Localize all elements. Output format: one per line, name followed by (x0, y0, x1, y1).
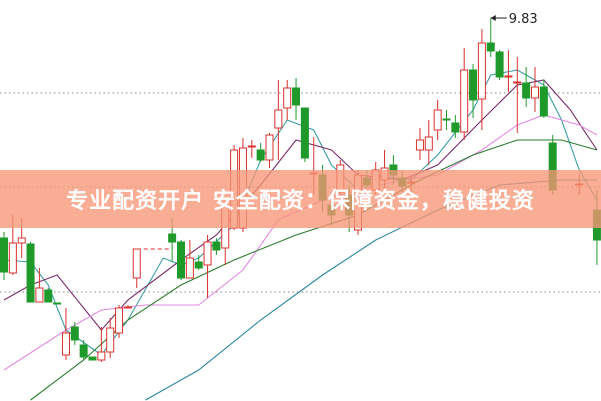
candle-body (424, 136, 433, 151)
candle (185, 240, 194, 279)
candle-body (495, 51, 504, 78)
candle-body (35, 287, 44, 303)
candle-body (513, 81, 522, 84)
moving-average-lines (3, 69, 598, 401)
candle (415, 128, 424, 160)
candle (539, 80, 548, 118)
candle (88, 356, 97, 361)
candle (26, 242, 35, 303)
candle (274, 80, 283, 160)
candle (504, 50, 513, 92)
candle-body (132, 248, 141, 279)
candle-body (522, 82, 531, 99)
candle-body (486, 42, 495, 52)
candle (256, 143, 265, 162)
candle-body (70, 326, 79, 341)
candle-body (0, 237, 8, 273)
candle (123, 305, 132, 309)
candle-body (504, 75, 513, 78)
candle (300, 107, 309, 162)
candle (194, 255, 203, 270)
candle (531, 67, 539, 112)
candle-body (17, 237, 26, 244)
candle (203, 235, 212, 298)
candle-body (477, 42, 486, 100)
candle (132, 248, 141, 288)
candle-body (168, 233, 177, 243)
candle (177, 240, 185, 280)
candle-body (212, 241, 221, 251)
candle (460, 48, 469, 140)
candle-body (451, 122, 460, 133)
candle (469, 64, 478, 118)
candle-body (469, 69, 478, 101)
candle-body (44, 289, 53, 303)
candle-body (415, 139, 424, 151)
candle-body (265, 134, 274, 161)
candle (35, 268, 44, 303)
candle (247, 140, 256, 158)
candle-body (106, 327, 115, 353)
high-annotation: 9.83 (490, 12, 538, 27)
candle-body (247, 145, 256, 148)
candle-body (185, 257, 194, 279)
candle-body (61, 332, 70, 356)
candle-body (8, 242, 17, 274)
candle (44, 288, 53, 303)
candle (424, 120, 433, 165)
candle (79, 340, 88, 360)
candle-body (442, 118, 451, 121)
candle (97, 327, 106, 362)
high-price-label: 9.83 (509, 12, 538, 27)
candle (212, 238, 221, 255)
candle (513, 57, 522, 133)
candle-body (460, 69, 469, 133)
candle (265, 133, 274, 168)
candle-body (26, 243, 35, 303)
candle-body (292, 87, 301, 106)
candle (115, 305, 124, 338)
candle-body (79, 344, 88, 358)
candle (70, 322, 79, 345)
candle-body (123, 306, 132, 309)
ma20-line (3, 114, 598, 371)
candle (53, 302, 62, 305)
candle (283, 80, 292, 120)
candle (0, 232, 8, 280)
candle-body (115, 307, 124, 334)
promo-banner: 专业配资开户 安全配资：保障资金，稳健投资 (0, 170, 601, 228)
candle (292, 78, 301, 120)
candle (495, 50, 504, 80)
candle-body (433, 109, 442, 131)
candle-body (283, 87, 292, 109)
candle-body (177, 241, 185, 279)
candle (522, 67, 531, 107)
candle-body (53, 302, 62, 305)
candle (433, 100, 442, 140)
annotation-arrow-icon (490, 15, 496, 21)
candle-body (203, 241, 212, 266)
candle-body (256, 149, 265, 161)
candle-body (300, 107, 309, 159)
candle (486, 18, 495, 57)
candle-body (539, 86, 548, 117)
candle (477, 29, 486, 130)
banner-text: 专业配资开户 安全配资：保障资金，稳健投资 (66, 189, 535, 214)
candle-body (194, 261, 203, 269)
candle-body (97, 351, 106, 361)
candle-body (274, 109, 283, 129)
candle-body (531, 86, 539, 99)
candle (106, 318, 115, 358)
candle (442, 110, 451, 130)
candle (61, 308, 70, 360)
candle-body (88, 356, 97, 361)
candle (451, 115, 460, 138)
